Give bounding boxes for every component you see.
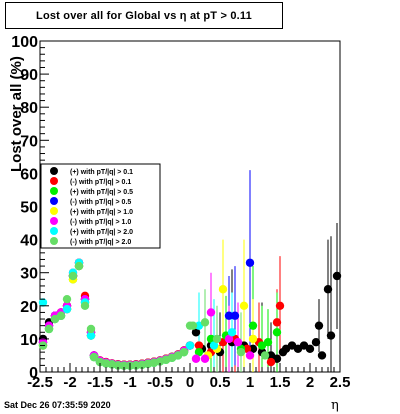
data-point — [227, 328, 237, 337]
data-point — [263, 338, 273, 347]
data-point — [62, 294, 72, 304]
legend-label: (-) with pT/|q| > 1.0 — [70, 219, 131, 226]
data-point — [230, 311, 240, 320]
y-tick-label: 30 — [20, 266, 38, 283]
y-tick-label: 80 — [20, 100, 38, 117]
x-tick-label: -0.5 — [147, 374, 173, 391]
legend-label: (+) with pT/|q| > 2.0 — [70, 229, 133, 236]
legend-label: (+) with pT/|q| > 1.0 — [70, 209, 133, 216]
x-tick-label: 1.5 — [270, 374, 291, 391]
x-axis-label: η — [331, 398, 339, 413]
data-point — [209, 341, 219, 350]
data-point — [80, 301, 90, 310]
legend-marker — [50, 177, 58, 185]
x-tick-label: -1.5 — [87, 374, 113, 391]
data-point — [275, 301, 285, 310]
y-tick-label: 20 — [20, 299, 38, 316]
x-tick-label: -2 — [63, 374, 76, 391]
data-point — [311, 338, 321, 347]
y-tick-label: 0 — [29, 365, 38, 382]
data-point — [245, 351, 255, 360]
data-point — [86, 324, 96, 334]
legend-label: (-) with pT/|q| > 0.5 — [70, 199, 131, 206]
data-point — [68, 271, 78, 281]
data-point — [233, 338, 243, 347]
x-tick-label: 2 — [306, 374, 314, 391]
legend-label: (+) with pT/|q| > 0.5 — [70, 189, 133, 196]
legend-label: (-) with pT/|q| > 0.1 — [70, 179, 131, 186]
data-point — [305, 344, 315, 354]
y-tick-label: 60 — [20, 166, 38, 183]
y-tick-label: 90 — [20, 67, 38, 84]
data-point — [326, 331, 336, 340]
legend-marker — [50, 187, 58, 195]
data-point — [272, 318, 282, 327]
y-tick-label: 70 — [20, 133, 38, 150]
data-point — [74, 261, 84, 271]
legend-marker — [50, 167, 58, 175]
data-point — [218, 285, 228, 294]
x-tick-label: 0.5 — [210, 374, 231, 391]
x-tick-label: -2.5 — [27, 374, 53, 391]
data-point — [86, 331, 96, 340]
data-point — [44, 324, 54, 334]
y-tick-label: 10 — [20, 332, 38, 349]
data-point — [191, 328, 201, 337]
data-point — [185, 341, 195, 350]
data-point — [62, 304, 72, 314]
legend-marker — [50, 237, 58, 245]
data-point — [179, 347, 189, 357]
legend-marker — [50, 227, 58, 235]
data-point — [248, 321, 258, 330]
data-point — [212, 334, 222, 344]
data-point — [239, 301, 249, 310]
data-point — [194, 341, 204, 350]
x-tick-label: 1 — [246, 374, 254, 391]
legend-marker — [50, 207, 58, 215]
data-point — [200, 354, 210, 363]
title-box: Lost over all for Global vs η at pT > 0.… — [5, 2, 283, 29]
data-point — [248, 334, 258, 344]
data-point — [245, 258, 255, 267]
y-axis-label: Lost over all (%) — [8, 56, 25, 172]
y-tick-label: 100 — [11, 34, 38, 51]
data-point — [236, 347, 246, 357]
data-point — [188, 321, 198, 330]
data-point — [266, 357, 276, 367]
data-point — [206, 308, 216, 317]
legend-marker — [50, 217, 58, 225]
data-point — [224, 334, 234, 344]
y-tick-label: 40 — [20, 233, 38, 250]
data-point — [314, 321, 324, 330]
data-point — [323, 285, 333, 294]
data-point — [38, 298, 48, 307]
data-point — [206, 334, 216, 344]
data-point — [119, 361, 129, 370]
y-tick-label: 50 — [20, 200, 38, 217]
legend-label: (-) with pT/|q| > 2.0 — [70, 239, 131, 246]
data-point — [113, 361, 123, 370]
data-point — [248, 344, 258, 354]
x-tick-label: -1 — [123, 374, 136, 391]
x-tick-label: 2.5 — [330, 374, 351, 391]
legend-box — [40, 163, 161, 249]
data-point — [260, 351, 270, 360]
data-point — [317, 351, 327, 360]
data-point — [194, 347, 204, 357]
data-point — [224, 311, 234, 320]
x-tick-label: 0 — [186, 374, 194, 391]
data-point — [332, 271, 342, 281]
chart-title: Lost over all for Global vs η at pT > 0.… — [36, 10, 252, 22]
legend-marker — [50, 197, 58, 205]
data-point — [191, 354, 201, 363]
data-point — [56, 311, 66, 320]
legend-label: (+) with pT/|q| > 0.1 — [70, 169, 133, 176]
data-point — [272, 328, 282, 337]
timestamp: Sat Dec 26 07:35:59 2020 — [4, 400, 111, 410]
data-point — [89, 352, 99, 362]
legend: (+) with pT/|q| > 0.1 (-) with pT/|q| > 0… — [40, 163, 161, 249]
data-point — [200, 318, 210, 327]
